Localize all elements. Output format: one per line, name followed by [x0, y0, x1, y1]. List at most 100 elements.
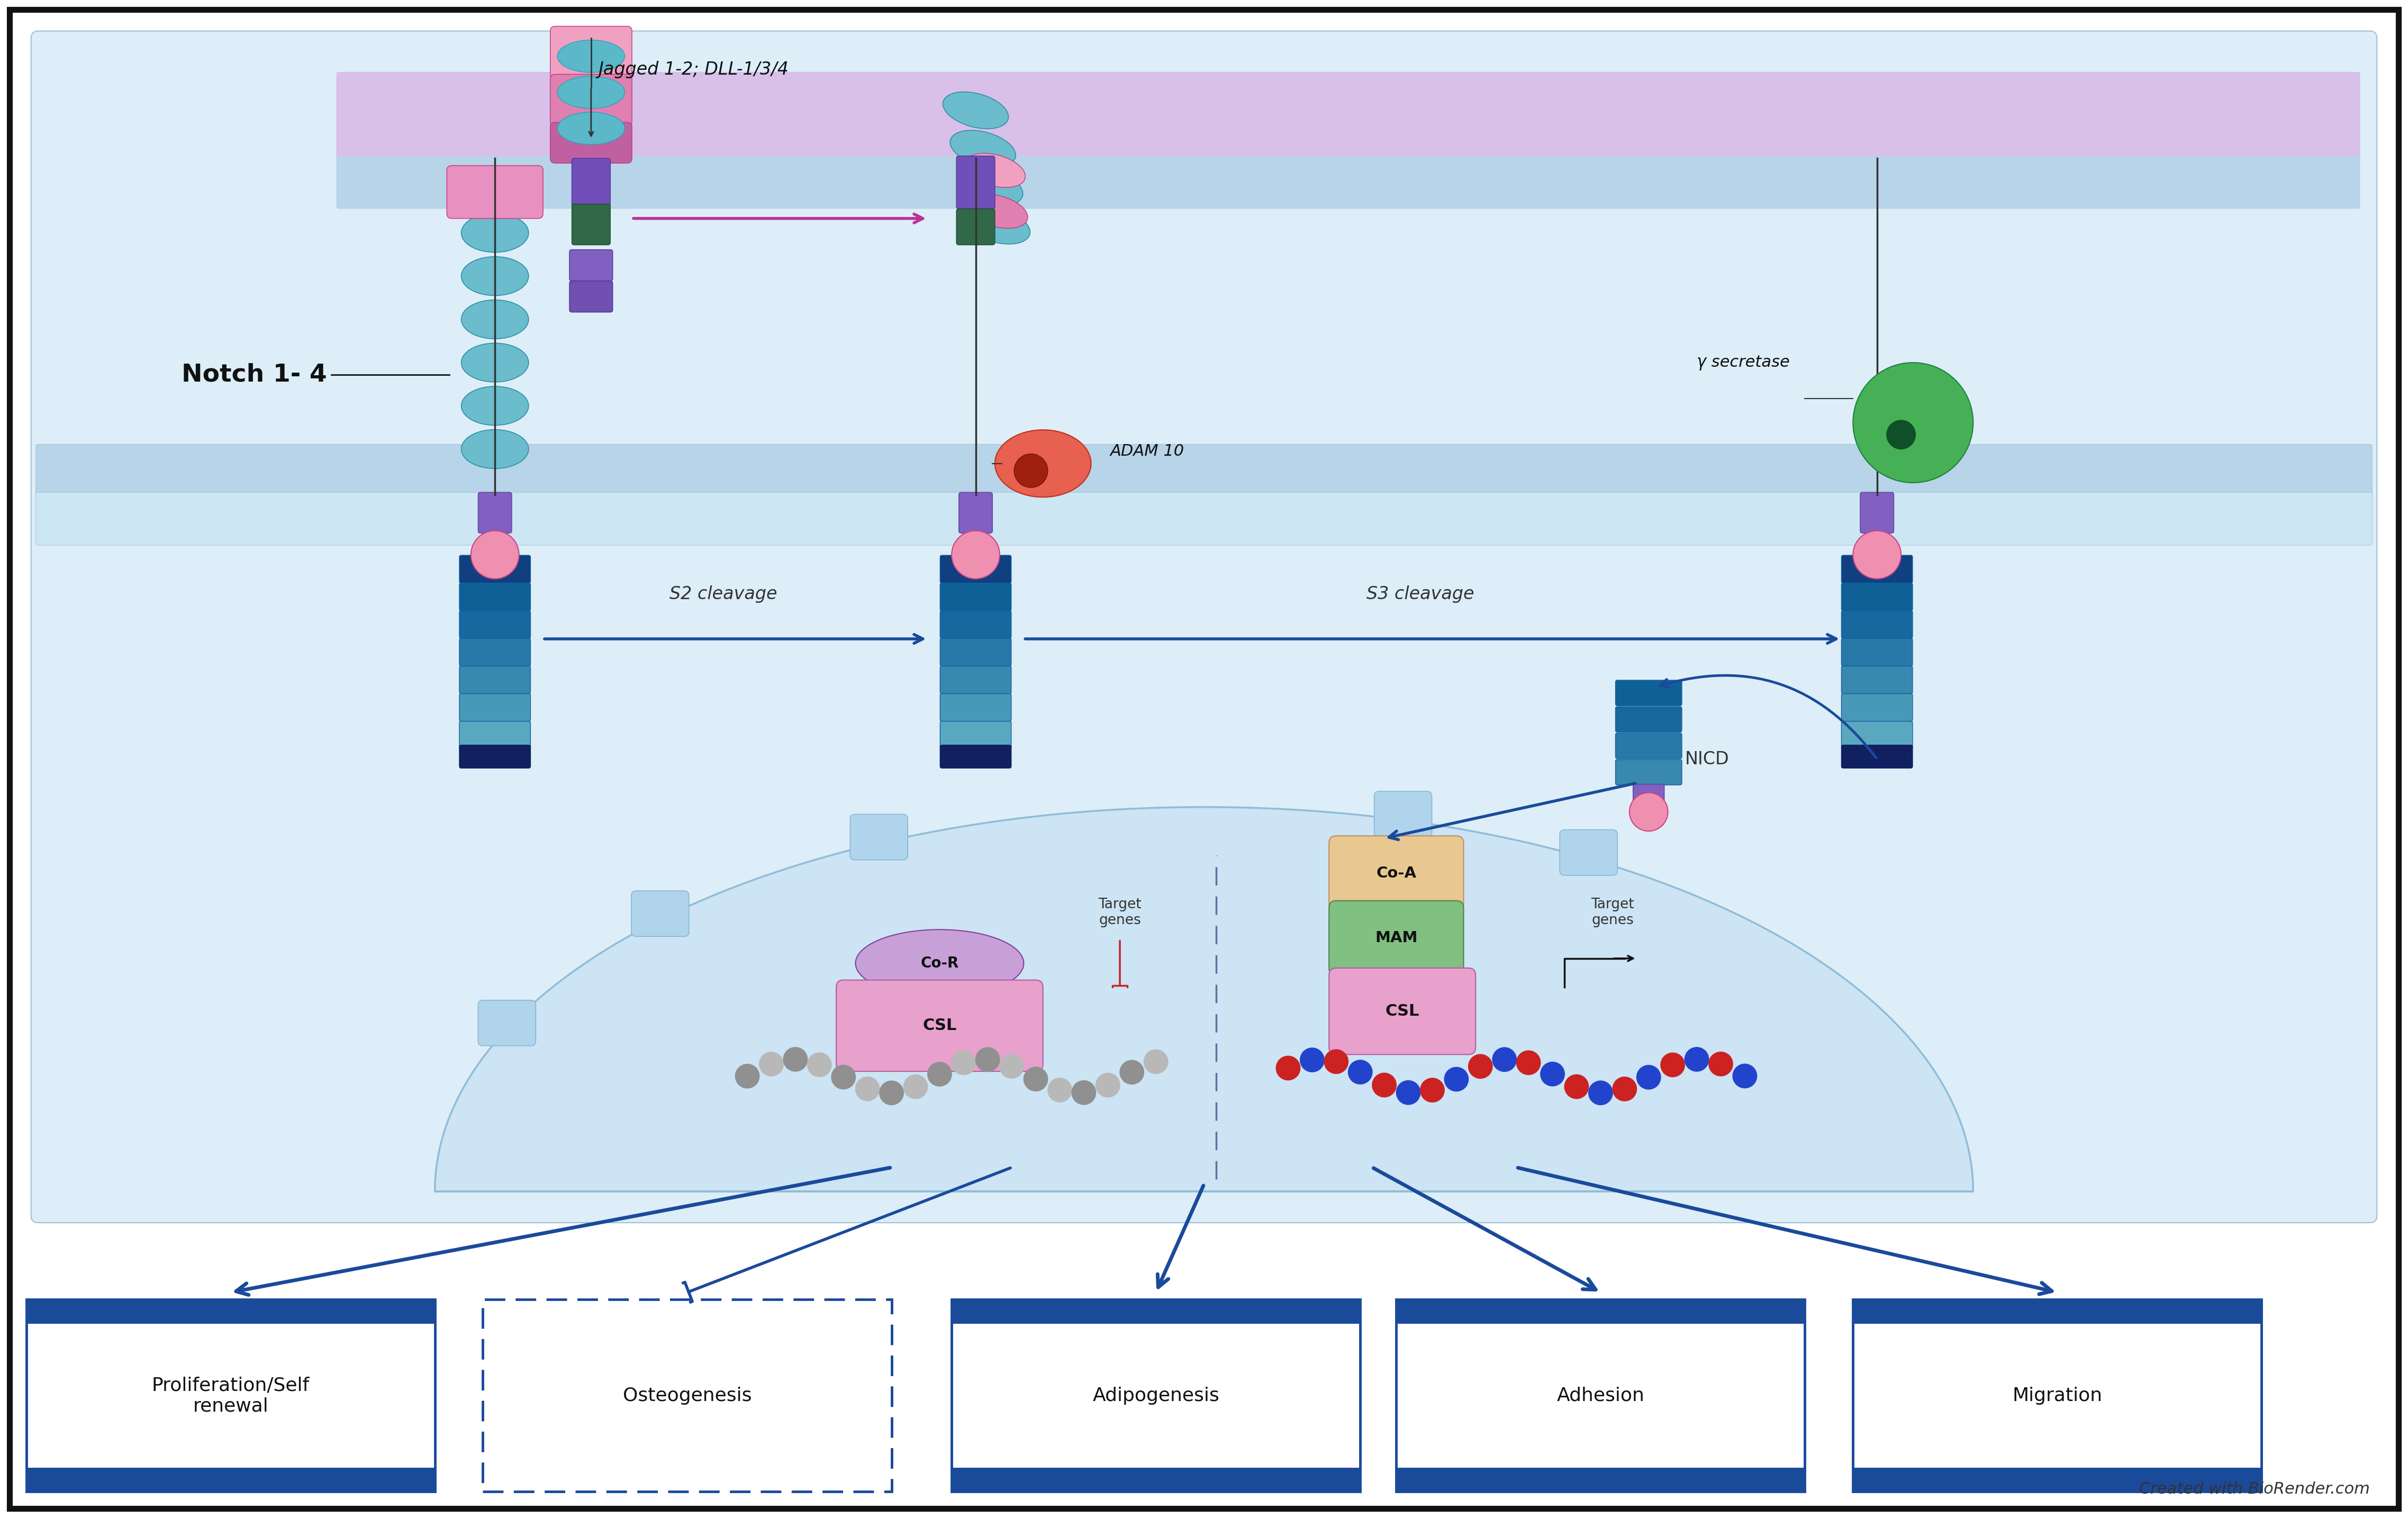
- FancyBboxPatch shape: [337, 71, 2360, 161]
- Text: S3 cleavage: S3 cleavage: [1365, 586, 1474, 603]
- FancyBboxPatch shape: [951, 1468, 1361, 1492]
- FancyBboxPatch shape: [939, 666, 1011, 694]
- Ellipse shape: [556, 76, 624, 108]
- FancyBboxPatch shape: [1397, 1468, 1806, 1492]
- Circle shape: [1885, 420, 1914, 449]
- Ellipse shape: [556, 39, 624, 73]
- FancyBboxPatch shape: [448, 165, 544, 219]
- Ellipse shape: [958, 168, 1023, 205]
- Text: MAM: MAM: [1375, 931, 1418, 946]
- FancyBboxPatch shape: [1397, 1299, 1806, 1324]
- Ellipse shape: [968, 194, 1028, 228]
- FancyBboxPatch shape: [1329, 968, 1476, 1055]
- FancyBboxPatch shape: [939, 638, 1011, 666]
- Circle shape: [951, 531, 999, 578]
- Circle shape: [1348, 1060, 1373, 1084]
- FancyBboxPatch shape: [36, 492, 2372, 545]
- Circle shape: [1710, 1052, 1734, 1076]
- FancyBboxPatch shape: [26, 1299, 436, 1492]
- Text: Osteogenesis: Osteogenesis: [624, 1386, 751, 1404]
- FancyBboxPatch shape: [571, 158, 609, 206]
- Circle shape: [1630, 792, 1669, 830]
- FancyBboxPatch shape: [36, 445, 2372, 496]
- Text: Target
genes: Target genes: [1098, 897, 1141, 927]
- Circle shape: [1565, 1075, 1589, 1099]
- Ellipse shape: [462, 430, 530, 469]
- Circle shape: [1637, 1066, 1662, 1090]
- FancyBboxPatch shape: [1842, 638, 1912, 666]
- Circle shape: [1469, 1055, 1493, 1078]
- Circle shape: [1854, 363, 1972, 483]
- FancyBboxPatch shape: [460, 721, 530, 748]
- Circle shape: [1662, 1053, 1686, 1076]
- Text: Adhesion: Adhesion: [1556, 1386, 1645, 1404]
- Text: NICD: NICD: [1686, 750, 1729, 768]
- Circle shape: [1276, 1057, 1300, 1081]
- Circle shape: [1047, 1078, 1072, 1102]
- Text: CSL: CSL: [1385, 1003, 1418, 1019]
- Circle shape: [807, 1053, 831, 1076]
- Ellipse shape: [462, 214, 530, 252]
- FancyBboxPatch shape: [10, 9, 2398, 1509]
- Circle shape: [1734, 1064, 1758, 1088]
- Ellipse shape: [951, 131, 1016, 167]
- Circle shape: [1541, 1063, 1565, 1085]
- FancyBboxPatch shape: [549, 26, 631, 79]
- Text: ADAM 10: ADAM 10: [1110, 443, 1185, 458]
- FancyBboxPatch shape: [951, 1299, 1361, 1492]
- FancyBboxPatch shape: [1842, 583, 1912, 610]
- FancyBboxPatch shape: [836, 981, 1043, 1072]
- FancyBboxPatch shape: [951, 1299, 1361, 1324]
- FancyBboxPatch shape: [1375, 791, 1433, 836]
- FancyBboxPatch shape: [26, 1299, 436, 1324]
- FancyBboxPatch shape: [479, 492, 513, 533]
- FancyBboxPatch shape: [939, 721, 1011, 748]
- Ellipse shape: [556, 112, 624, 144]
- Circle shape: [975, 1047, 999, 1072]
- FancyBboxPatch shape: [850, 814, 908, 859]
- FancyBboxPatch shape: [1854, 1299, 2261, 1492]
- Text: Notch 1- 4: Notch 1- 4: [181, 363, 327, 387]
- FancyBboxPatch shape: [939, 583, 1011, 610]
- FancyBboxPatch shape: [1842, 721, 1912, 748]
- Ellipse shape: [462, 257, 530, 296]
- FancyBboxPatch shape: [1334, 887, 1387, 917]
- FancyBboxPatch shape: [31, 30, 2377, 1222]
- Text: Co-A: Co-A: [1377, 865, 1416, 880]
- Circle shape: [734, 1064, 759, 1088]
- Circle shape: [1096, 1073, 1120, 1098]
- Text: Created with BioRender.com: Created with BioRender.com: [2138, 1482, 2369, 1497]
- FancyBboxPatch shape: [1842, 610, 1912, 639]
- Circle shape: [1613, 1076, 1637, 1101]
- FancyBboxPatch shape: [460, 556, 530, 583]
- Circle shape: [1517, 1050, 1541, 1075]
- Circle shape: [472, 531, 520, 578]
- FancyBboxPatch shape: [1334, 856, 1387, 887]
- Ellipse shape: [462, 343, 530, 383]
- Ellipse shape: [966, 153, 1026, 188]
- FancyBboxPatch shape: [631, 891, 689, 937]
- Ellipse shape: [944, 93, 1009, 129]
- Circle shape: [783, 1047, 807, 1072]
- FancyBboxPatch shape: [26, 1468, 436, 1492]
- FancyBboxPatch shape: [1842, 745, 1912, 768]
- Ellipse shape: [855, 929, 1023, 997]
- FancyBboxPatch shape: [1397, 1299, 1806, 1492]
- FancyBboxPatch shape: [571, 203, 609, 244]
- FancyBboxPatch shape: [1842, 694, 1912, 721]
- FancyBboxPatch shape: [1859, 492, 1893, 533]
- FancyBboxPatch shape: [1842, 556, 1912, 583]
- Circle shape: [1324, 1049, 1348, 1073]
- FancyBboxPatch shape: [1616, 680, 1681, 706]
- Circle shape: [1300, 1047, 1324, 1072]
- FancyBboxPatch shape: [484, 1299, 891, 1492]
- Ellipse shape: [995, 430, 1091, 496]
- FancyBboxPatch shape: [460, 694, 530, 721]
- Text: Proliferation/Self
renewal: Proliferation/Self renewal: [152, 1377, 311, 1415]
- Circle shape: [1686, 1047, 1710, 1072]
- FancyBboxPatch shape: [460, 745, 530, 768]
- Ellipse shape: [462, 170, 530, 209]
- Circle shape: [999, 1055, 1023, 1078]
- Circle shape: [951, 1050, 975, 1075]
- Circle shape: [1397, 1081, 1421, 1105]
